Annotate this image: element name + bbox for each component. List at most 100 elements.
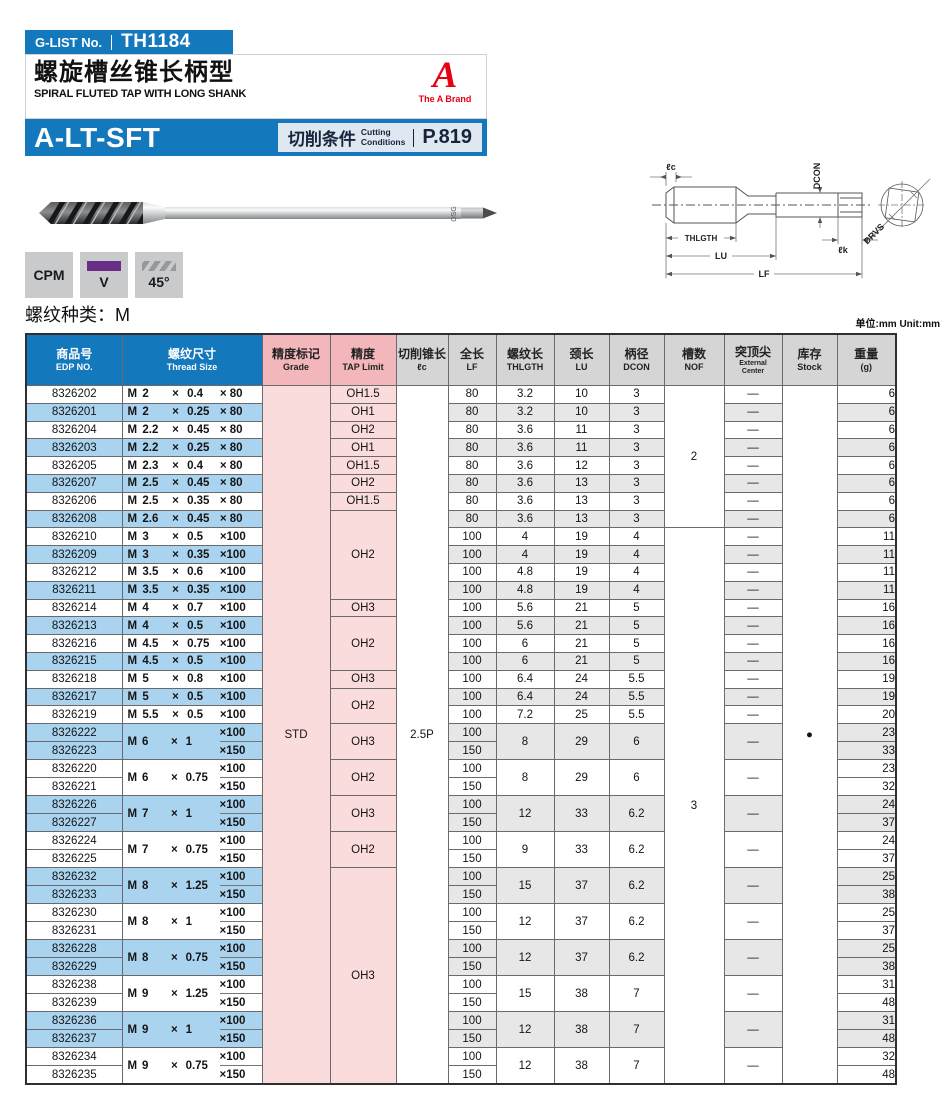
brand-logo: A The A Brand [410,57,480,105]
col-header-grade: 精度标记 Grade [261,333,331,386]
thlgth-cell: 12 [495,1047,555,1085]
table-row: 8326218 M 5 × 0.8 ×100 OH3 100 6.4 24 5.5 — 19 [25,669,897,689]
lf-cell: 80 [447,420,497,440]
glist-bar: G-LIST No. TH1184 [25,30,233,54]
lu-cell: 10 [553,385,610,404]
weight-cell: 11 [836,562,897,582]
weight-cell: 38 [836,885,897,905]
table-row: 8326220 M 6 × 0.75 ×100 ×150 OH2 100 8 29 6 — 23 [25,759,897,797]
thread-size-cell: M 8 × 1 ×100 ×150 [121,903,263,941]
label-thlgth: THLGTH [685,234,718,243]
weight-cell: 6 [836,385,897,404]
thlgth-cell: 4 [495,527,555,547]
thread-size-cell: M 2 × 0.25 × 80 [121,402,263,422]
tap-limit-cell: OH1 [329,402,397,422]
tap-limit-cell: OH3 [329,867,397,1085]
weight-cell: 6 [836,491,897,511]
table-row: 8326201 M 2 × 0.25 × 80 OH1 80 3.2 10 3 — 6 [25,402,897,422]
col-header-dcon: 柄径 DCON [608,333,665,386]
col-header-thread: 螺纹尺寸 Thread Size [121,333,263,386]
thread-size-cell: M 8 × 1.25 ×100 ×150 [121,867,263,905]
col-header-lu: 颈长 LU [553,333,610,386]
taper-cone [143,202,165,224]
thread-size-cell: M 4 × 0.5 ×100 [121,616,263,636]
external-center-cell: — [723,456,783,475]
external-center-cell: — [723,634,783,653]
label-lk: ℓk [838,245,848,255]
dcon-cell: 3 [608,473,665,493]
weight-cell: 32 [836,777,897,797]
dcon-cell: 5.5 [608,669,665,689]
thlgth-cell: 8 [495,759,555,797]
grade-cell: STD [261,385,331,1085]
thread-size-cell: M 2.5 × 0.35 × 80 [121,491,263,511]
lf-cell: 80 [447,438,497,458]
lf-cell: 100 [447,562,497,582]
lu-cell: 38 [553,1047,610,1085]
edp-cell: 8326201 [25,402,123,422]
weight-cell: 37 [836,849,897,869]
header-block: G-LIST No. TH1184 螺旋槽丝锥长柄型 SPIRAL FLUTED… [25,30,487,156]
dcon-cell: 3 [608,438,665,458]
edp-cell: 8326215 [25,651,123,671]
thlgth-cell: 15 [495,867,555,905]
thlgth-cell: 8 [495,723,555,761]
model-bar: A-LT-SFT 切削条件 Cutting Conditions P.819 [25,119,487,156]
edp-cell: 8326202 [25,385,123,404]
weight-cell: 31 [836,1011,897,1031]
tap-limit-cell: OH2 [329,831,397,869]
edp-cell: 8326220 [25,759,123,779]
flute-highlights [52,202,143,224]
brand-caption: The A Brand [418,94,472,105]
cutting-conditions-link[interactable]: 切削条件 Cutting Conditions P.819 [277,123,482,152]
lf-cell: 100 [447,1011,497,1031]
lf-cell: 100 [447,545,497,564]
lf-cell: 100 [447,598,497,618]
edp-cell: 8326211 [25,580,123,600]
weight-cell: 33 [836,741,897,761]
lf-cell: 100 [447,975,497,995]
thread-size-cell: M 5 × 0.8 ×100 [121,669,263,689]
nof-cell: 3 [663,527,725,1085]
thread-size-cell: M 6 × 1 ×100 ×150 [121,723,263,761]
thread-size-cell: M 4.5 × 0.5 ×100 [121,651,263,671]
lu-cell: 10 [553,402,610,422]
external-center-cell: — [723,903,783,941]
thlgth-cell: 4.8 [495,580,555,600]
thlgth-cell: 12 [495,1011,555,1049]
dcon-cell: 4 [608,562,665,582]
weight-cell: 37 [836,813,897,833]
edp-cell: 8326210 [25,527,123,547]
lu-cell: 21 [553,651,610,671]
v-coating-bar-icon [87,260,121,271]
lu-cell: 25 [553,705,610,725]
external-center-cell: — [723,705,783,725]
table-row: 8326237 150 48 [25,1029,897,1049]
weight-cell: 32 [836,1047,897,1067]
table-row: 8326219 M 5.5 × 0.5 ×100 100 7.2 25 5.5 — 20 [25,705,897,725]
thread-type-label: 螺纹种类：M [25,305,130,325]
thread-size-cell: M 3 × 0.5 ×100 [121,527,263,547]
dcon-cell: 6 [608,723,665,761]
dcon-cell: 3 [608,509,665,529]
external-center-cell: — [723,975,783,1013]
external-center-cell: — [723,831,783,869]
lf-cell: 80 [447,509,497,529]
external-center-cell: — [723,385,783,404]
dcon-cell: 4 [608,580,665,600]
lu-cell: 13 [553,491,610,511]
external-center-cell: — [723,669,783,689]
lf-cell: 150 [447,1065,497,1085]
external-center-cell: — [723,527,783,547]
edp-cell: 8326225 [25,849,123,869]
edp-cell: 8326230 [25,903,123,923]
lf-cell: 150 [447,993,497,1013]
edp-cell: 8326239 [25,993,123,1013]
lu-cell: 37 [553,903,610,941]
dcon-cell: 4 [608,527,665,547]
lu-cell: 21 [553,598,610,618]
label-lc: ℓc [666,162,675,172]
lf-cell: 100 [447,705,497,725]
lf-cell: 80 [447,402,497,422]
thlgth-cell: 15 [495,975,555,1013]
